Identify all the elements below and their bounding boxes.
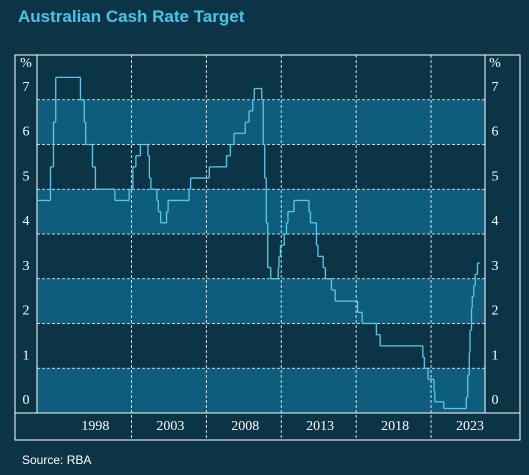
frame	[14, 54, 521, 441]
y-tick-label: 4	[23, 214, 30, 229]
band	[37, 99, 485, 145]
y-tick-label: 0	[23, 393, 30, 408]
y-tick-label: 2	[23, 304, 30, 319]
y-tick-label-right: 1	[492, 348, 499, 363]
y-tick-label-right: 4	[492, 214, 499, 229]
chart-title: Australian Cash Rate Target	[18, 7, 245, 26]
band	[37, 189, 485, 234]
y-tick-label: 3	[23, 259, 30, 274]
y-tick-label-right: 3	[492, 259, 499, 274]
x-tick-label: 2008	[231, 419, 259, 434]
x-tick-label: 2023	[456, 419, 484, 434]
y-tick-label-right: 6	[492, 125, 499, 140]
y-tick-label-right: 0	[492, 393, 499, 408]
band	[37, 368, 485, 413]
y-unit: %	[20, 56, 32, 71]
y-tick-label-right: 5	[492, 169, 499, 184]
source: Source: RBA	[22, 453, 91, 467]
band	[37, 278, 485, 324]
y-tick-label-right: 7	[492, 80, 499, 95]
y-tick-label: 1	[23, 348, 30, 363]
x-tick-label: 2018	[381, 419, 409, 434]
y-tick-label: 7	[23, 80, 30, 95]
x-tick-label: 1998	[81, 419, 109, 434]
x-tick-label: 2003	[156, 419, 184, 434]
x-tick-label: 2013	[306, 419, 334, 434]
y-unit-right: %	[489, 56, 501, 71]
y-tick-label: 6	[23, 125, 30, 140]
y-tick-label: 5	[23, 169, 30, 184]
y-tick-label-right: 2	[492, 304, 499, 319]
